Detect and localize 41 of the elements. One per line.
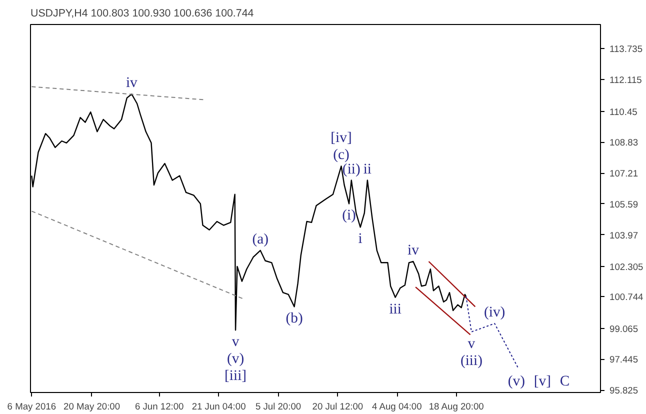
annotation: C: [560, 374, 570, 390]
y-tick-label: 97.445: [610, 354, 638, 365]
annotation: v: [232, 334, 240, 350]
annotation: i: [358, 231, 362, 248]
x-tick-label: 20 Jul 12:00: [312, 402, 364, 412]
annotation: [v]: [534, 374, 552, 390]
y-tick-label: 95.825: [610, 386, 638, 396]
x-tick-label: 5 Jul 20:00: [255, 402, 302, 412]
y-tick-label: 112.115: [610, 75, 642, 86]
x-tick-label: 4 Aug 04:00: [372, 402, 422, 412]
annotation: (iii): [460, 352, 483, 369]
annotation: [iii]: [224, 368, 247, 384]
annotation: (a): [252, 231, 269, 248]
annotation: [iv]: [330, 130, 352, 146]
y-tick-label: 102.305: [610, 262, 644, 272]
chart-title: USDJPY,H4 100.803 100.930 100.636 100.744: [30, 8, 254, 20]
annotation: iii: [389, 301, 402, 318]
annotation: (b): [286, 310, 303, 327]
x-tick-label: 6 May 2016: [7, 402, 56, 412]
y-tick-label: 108.83: [610, 138, 638, 148]
annotation: (i): [342, 208, 356, 224]
annotation: iv: [408, 242, 420, 259]
y-tick-label: 100.744: [610, 292, 644, 302]
y-tick-label: 107.21: [610, 168, 638, 179]
x-tick-label: 21 Jun 04:00: [192, 402, 246, 412]
annotation: (ii): [342, 161, 360, 178]
annotation: (v): [226, 351, 244, 368]
y-tick-label: 113.735: [610, 44, 643, 54]
y-tick-label: 103.97: [610, 230, 638, 240]
annotation: ii: [363, 161, 372, 178]
annotation: v: [468, 336, 476, 352]
annotation: iv: [126, 75, 138, 92]
y-tick-label: 105.59: [610, 199, 638, 210]
x-tick-label: 18 Aug 20:00: [428, 402, 484, 412]
y-tick-label: 99.065: [610, 324, 638, 334]
y-tick-label: 110.45: [610, 106, 638, 117]
x-tick-label: 6 Jun 12:00: [134, 402, 184, 412]
annotation: (v): [508, 374, 526, 390]
annotation: (iv): [484, 304, 506, 320]
annotation: (c): [333, 147, 350, 164]
x-tick-label: 20 May 20:00: [64, 402, 120, 412]
